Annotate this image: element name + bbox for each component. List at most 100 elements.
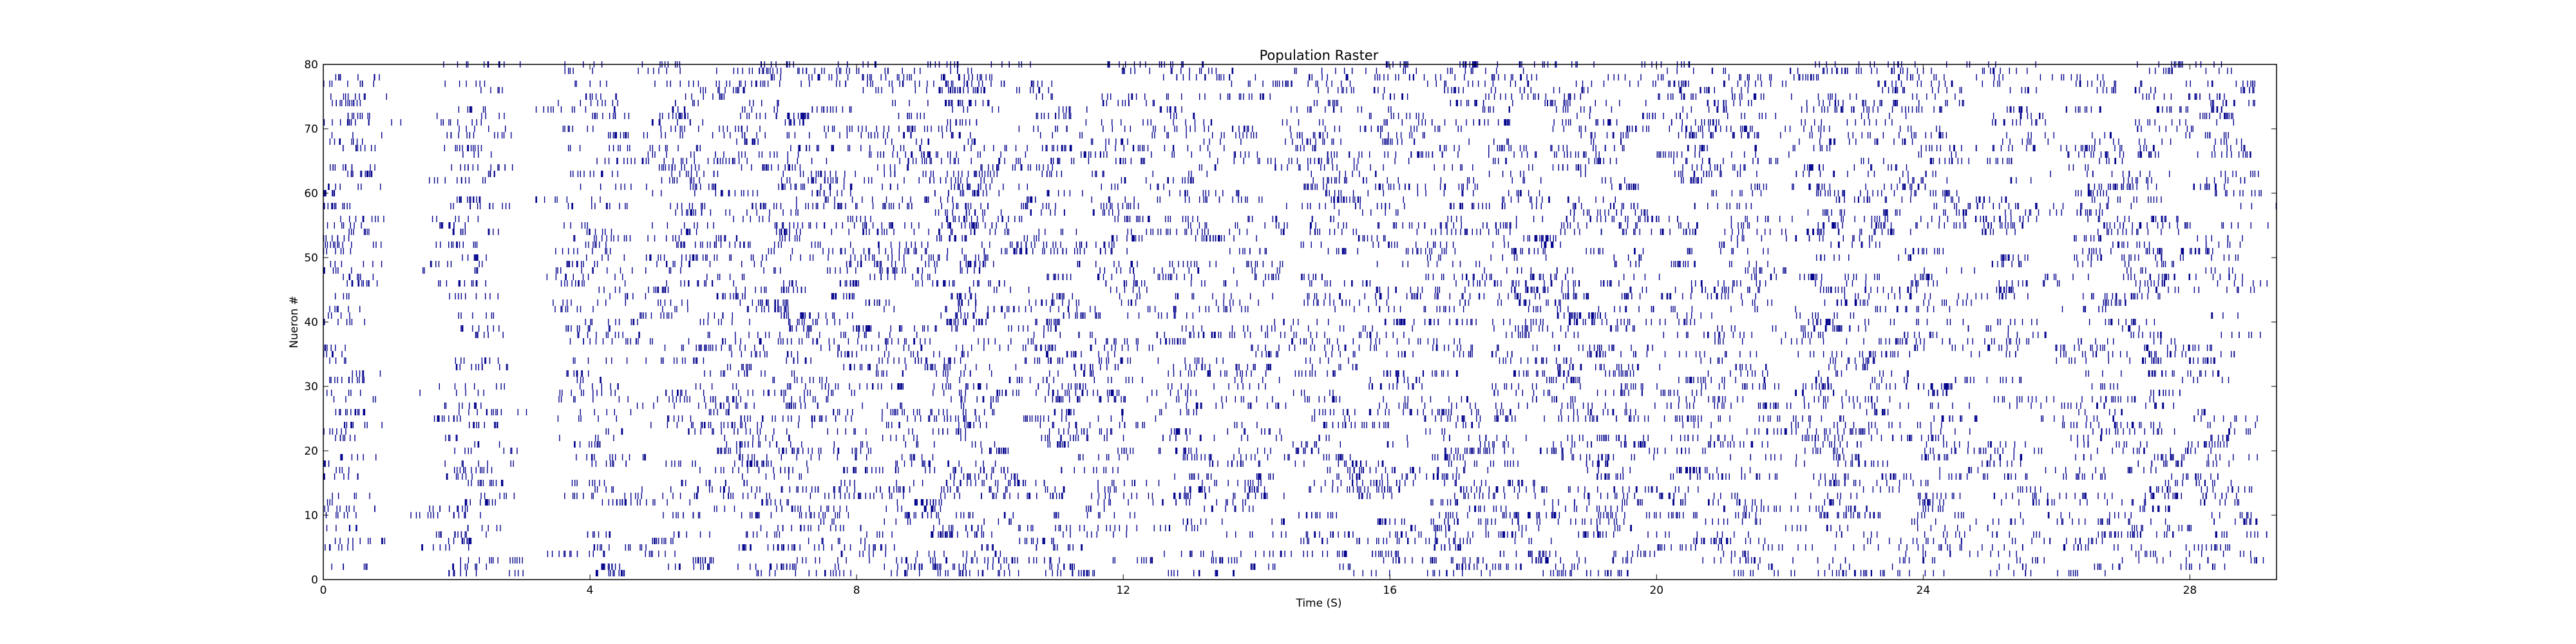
spike-row-12 [327,499,2239,506]
spike-row-65 [596,158,2123,164]
spike-row-41 [328,312,2239,319]
spike-row-74 [332,100,2255,106]
spike-row-72 [347,113,2233,119]
spike-row-15 [468,480,2232,486]
spike-row-57 [675,209,2103,216]
spike-row-20 [454,448,2211,454]
spike-row-45 [598,287,2255,293]
x-tick-label: 0 [320,584,327,597]
spike-row-7 [436,531,2268,538]
y-tick-label: 20 [304,445,318,458]
y-tick-label: 60 [304,187,318,200]
y-tick-label: 40 [304,316,318,329]
spike-row-78 [335,74,2104,80]
spike-row-70 [459,126,2193,132]
spike-row-61 [328,184,2225,190]
y-tick-label: 80 [304,59,318,71]
spike-row-28 [333,396,2154,402]
spike-row-68 [329,138,2242,145]
spike-row-8 [326,525,2192,531]
y-tick-label: 30 [304,381,318,393]
spike-row-75 [330,93,2225,100]
spike-row-67 [343,145,2246,151]
spike-row-22 [335,435,2230,441]
spike-row-9 [820,518,2258,525]
spike-row-52 [325,242,2241,248]
spike-row-25 [433,415,2258,422]
x-tick-label: 8 [853,584,860,597]
y-axis-title: Nueron # [288,296,301,348]
spike-row-51 [323,248,2213,254]
spike-row-30 [439,383,2118,390]
spike-row-33 [455,364,1868,370]
spike-row-55 [327,222,2269,229]
spike-row-27 [444,402,2174,409]
spike-row-6 [334,538,2103,544]
spike-row-59 [457,196,2162,203]
y-axis: 0 10 20 30 40 50 60 70 80 [304,59,2277,587]
y-tick-label: 50 [304,252,318,265]
spike-row-53 [323,235,2243,242]
x-tick-label: 28 [2183,584,2197,597]
spike-row-60 [323,190,2262,196]
spike-row-26 [335,409,2206,415]
spike-row-47 [343,274,2243,280]
spike-row-3 [460,557,2264,564]
x-axis: 0 4 8 12 16 20 24 28 [320,64,2197,597]
x-tick-label: 12 [1116,584,1130,597]
spike-row-1 [448,570,2106,576]
spike-row-56 [340,216,2179,222]
spike-row-63 [347,171,2259,177]
spike-row-10 [325,512,2252,518]
spike-row-66 [462,151,2251,158]
spike-row-49 [330,261,2174,267]
spike-row-13 [332,493,2237,499]
x-tick-label: 24 [1917,584,1931,597]
spike-row-77 [323,80,2255,87]
spike-row-50 [462,254,2239,261]
spike-row-21 [474,441,2228,448]
spike-row-43 [553,299,2126,306]
spike-row-79 [564,68,2232,74]
spike-row-64 [330,164,2089,171]
y-tick-label: 10 [304,509,318,522]
spike-row-44 [335,293,2161,299]
chart-title: Population Raster [1260,48,1379,63]
x-axis-title: Time (S) [1295,597,1341,610]
spike-row-14 [594,486,2253,493]
x-tick-label: 20 [1649,584,1663,597]
spike-row-62 [429,177,2246,184]
spike-row-48 [323,267,2233,274]
spike-row-76 [480,87,2255,93]
y-tick-label: 70 [304,123,318,136]
spike-row-11 [324,506,2170,512]
y-tick-label: 0 [311,574,318,587]
x-tick-label: 4 [587,584,594,597]
spike-row-31 [329,377,2230,383]
spike-row-32 [352,370,2220,377]
spike-row-54 [348,229,2179,235]
spike-row-23 [323,428,2251,435]
spike-row-42 [329,306,2107,312]
spike-row-69 [331,132,2229,138]
spike-row-35 [323,351,2235,357]
spike-row-2 [331,564,2226,570]
spike-row-73 [458,106,2222,113]
spike-row-58 [323,203,2277,209]
spike-row-46 [346,280,2268,287]
spike-row-18 [323,460,2230,467]
spike-row-38 [475,332,2261,338]
spike-row-16 [323,473,2219,480]
spike-row-37 [569,338,2175,345]
spike-row-39 [460,325,2140,332]
spike-row-19 [340,454,2258,460]
spike-row-29 [327,390,2181,396]
x-tick-label: 16 [1383,584,1397,597]
spike-row-17 [336,467,2157,473]
spike-row-4 [547,551,2251,557]
spike-row-71 [323,119,2234,126]
spike-row-36 [324,345,2212,351]
spike-raster [323,61,2277,576]
spike-row-40 [323,319,2155,325]
